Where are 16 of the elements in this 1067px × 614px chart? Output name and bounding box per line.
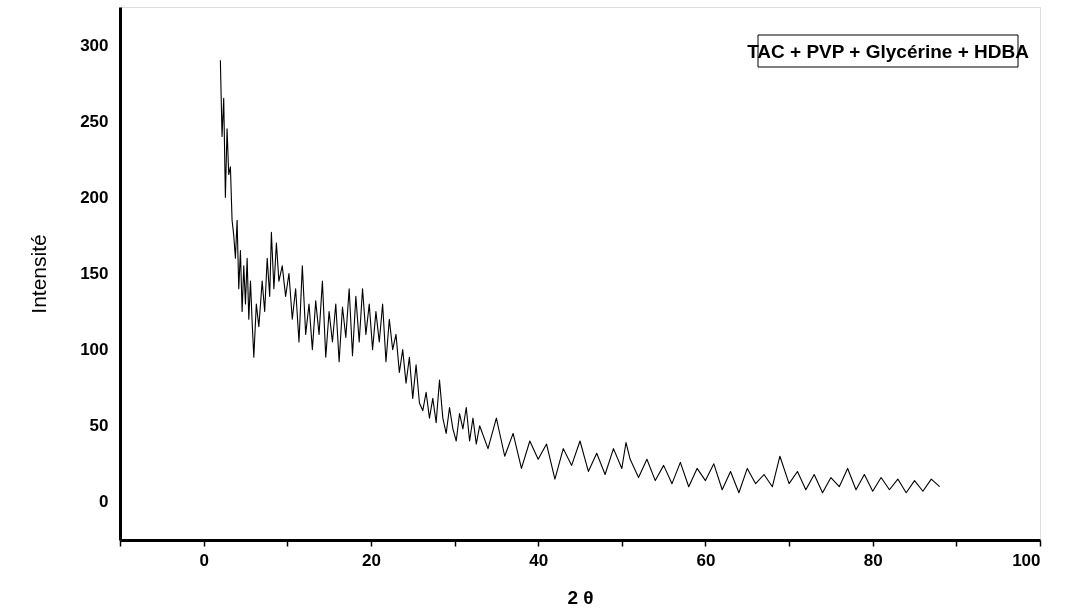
y-tick-label: 0 [99,492,109,512]
y-tick-label: 250 [80,111,109,131]
y-tick-label: 200 [80,187,109,207]
y-tick-label: 150 [80,264,109,283]
x-tick-label: 20 [361,550,381,570]
x-tick-label: 80 [863,550,883,570]
annotation: TAC + PVP + Glycérine + HDBA [747,41,1030,62]
x-tick-label: 60 [696,550,716,570]
y-tick-label: 50 [89,416,109,436]
x-tick-label: 100 [1012,550,1041,570]
x-axis-title: 2 θ [567,586,594,608]
y-tick-label: 300 [80,35,109,55]
y-axis-title: Intensité [27,234,51,314]
x-tick-label: 40 [529,550,549,570]
y-tick-label: 100 [80,340,109,360]
x-tick-label: 0 [199,550,209,570]
